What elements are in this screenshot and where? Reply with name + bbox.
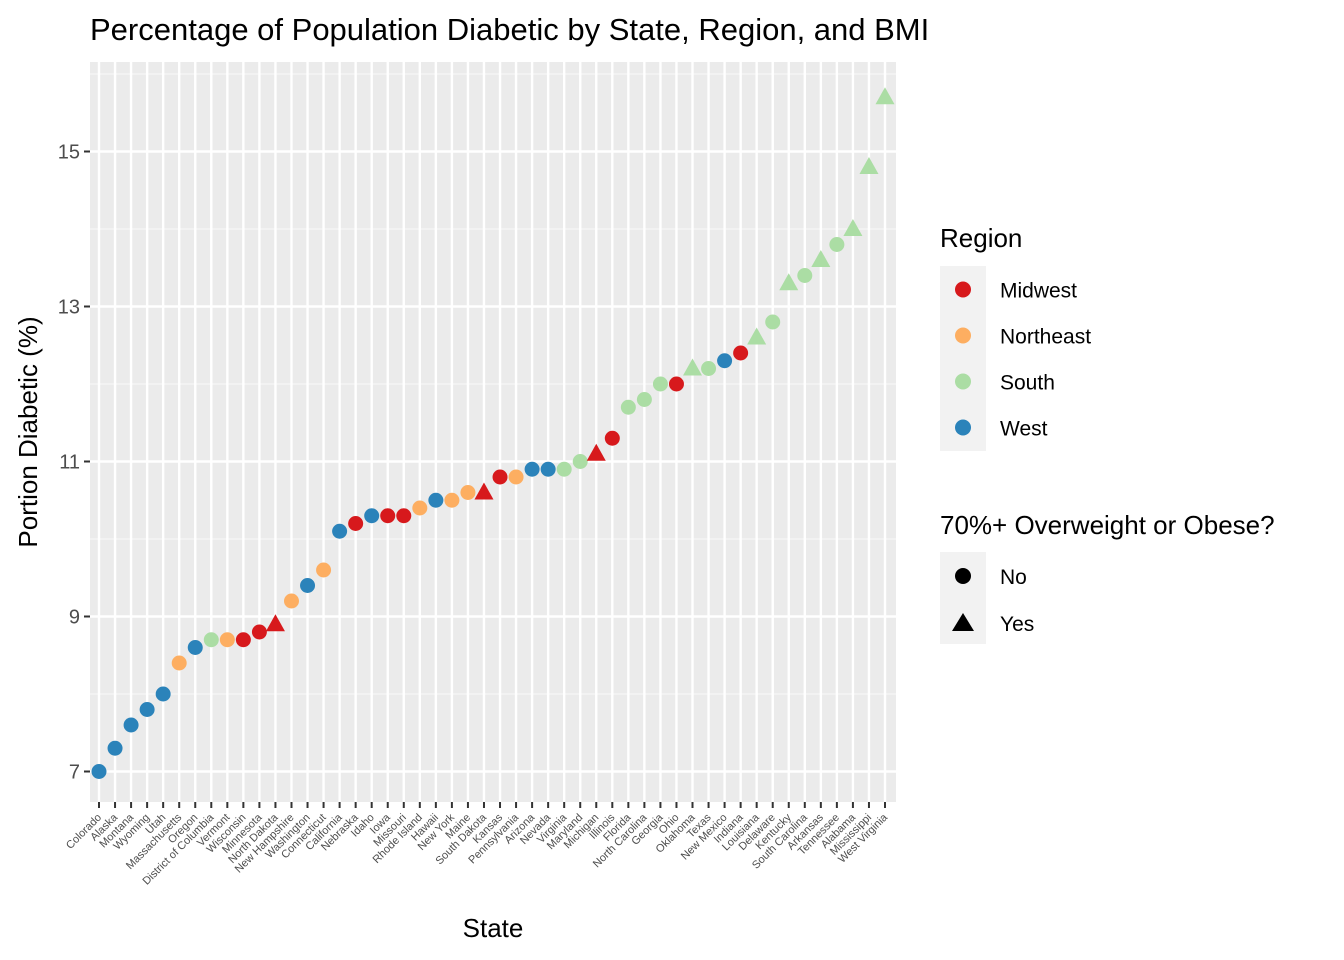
legend-region-label: Midwest (1000, 280, 1077, 303)
data-point-triangle (859, 157, 879, 174)
data-point-circle (171, 655, 187, 671)
data-point-circle (107, 740, 123, 756)
legend-shape-label: Yes (1000, 613, 1034, 636)
data-point-circle (492, 469, 508, 485)
data-point-circle (524, 461, 540, 477)
legend-region-key (955, 373, 971, 390)
data-points (91, 87, 895, 779)
data-point-circle (797, 268, 813, 283)
legend-region-label: South (1000, 372, 1055, 395)
legend-shape-key-circle (955, 568, 971, 584)
data-point-triangle (683, 358, 703, 376)
data-point-triangle (265, 614, 285, 632)
data-point-circle (829, 237, 845, 252)
data-point-circle (155, 686, 171, 702)
data-point-triangle (474, 482, 494, 500)
data-point-circle (348, 516, 364, 531)
data-point-circle (508, 469, 524, 485)
y-tick-label: 9 (69, 607, 80, 629)
data-point-triangle (811, 250, 831, 267)
legend-region-label: West (1000, 418, 1048, 441)
data-point-circle (187, 640, 203, 655)
data-point-circle (300, 578, 316, 593)
data-point-circle (717, 353, 733, 369)
data-point-circle (765, 314, 781, 330)
legend-shape-label: No (1000, 566, 1027, 589)
data-point-circle (652, 376, 668, 392)
grid-major (90, 62, 896, 802)
data-point-circle (460, 485, 476, 500)
data-point-triangle (875, 87, 895, 105)
data-point-circle (701, 361, 717, 376)
data-point-circle (364, 508, 380, 524)
legend-region: Region Midwest Northeast South West (940, 223, 1091, 451)
y-tick-label: 15 (58, 142, 80, 164)
legend-region-label: Northeast (1000, 326, 1091, 349)
data-point-circle (428, 492, 444, 508)
data-point-circle (380, 508, 396, 524)
data-point-circle (444, 492, 460, 508)
data-point-circle (91, 764, 107, 779)
data-point-triangle (586, 443, 606, 461)
legend-region-key (955, 419, 971, 436)
legend-region-title: Region (940, 223, 1022, 253)
data-point-circle (540, 461, 556, 477)
data-point-circle (235, 632, 251, 648)
data-point-circle (556, 461, 572, 477)
data-point-circle (139, 702, 155, 717)
data-point-circle (251, 624, 267, 640)
y-tick-label: 7 (69, 762, 80, 784)
plot-panel (90, 62, 896, 802)
data-point-circle (316, 562, 332, 578)
data-point-triangle (747, 327, 767, 345)
data-point-circle (412, 500, 428, 516)
y-tick-label: 13 (58, 297, 80, 319)
chart-title: Percentage of Population Diabetic by Sta… (90, 12, 929, 47)
y-tick-label: 11 (59, 452, 80, 474)
y-axis: 7 9 11 13 15 (58, 142, 90, 784)
data-point-circle (733, 345, 749, 361)
data-point-circle (636, 392, 652, 407)
data-point-circle (219, 632, 235, 648)
data-point-triangle (779, 273, 799, 291)
y-axis-title: Portion Diabetic (%) (13, 316, 43, 547)
data-point-circle (332, 523, 348, 539)
data-point-circle (396, 508, 412, 524)
x-axis: ColoradoAlaskaMontanaWyomingUtahMassachu… (64, 802, 891, 888)
legend-region-key (955, 281, 971, 298)
legend-shape-key-triangle (952, 613, 974, 631)
grid-minor (90, 73, 896, 695)
data-point-circle (283, 593, 299, 609)
data-point-triangle (843, 219, 863, 236)
legend-shape: 70%+ Overweight or Obese? No Yes (940, 510, 1275, 644)
data-point-circle (620, 399, 636, 415)
data-point-circle (203, 632, 219, 648)
data-point-circle (604, 430, 620, 446)
legend-region-key (955, 327, 971, 344)
data-point-circle (668, 376, 684, 392)
data-point-circle (572, 454, 588, 469)
data-point-circle (123, 717, 139, 733)
legend-shape-title: 70%+ Overweight or Obese? (940, 510, 1275, 540)
x-axis-title: State (463, 913, 524, 943)
